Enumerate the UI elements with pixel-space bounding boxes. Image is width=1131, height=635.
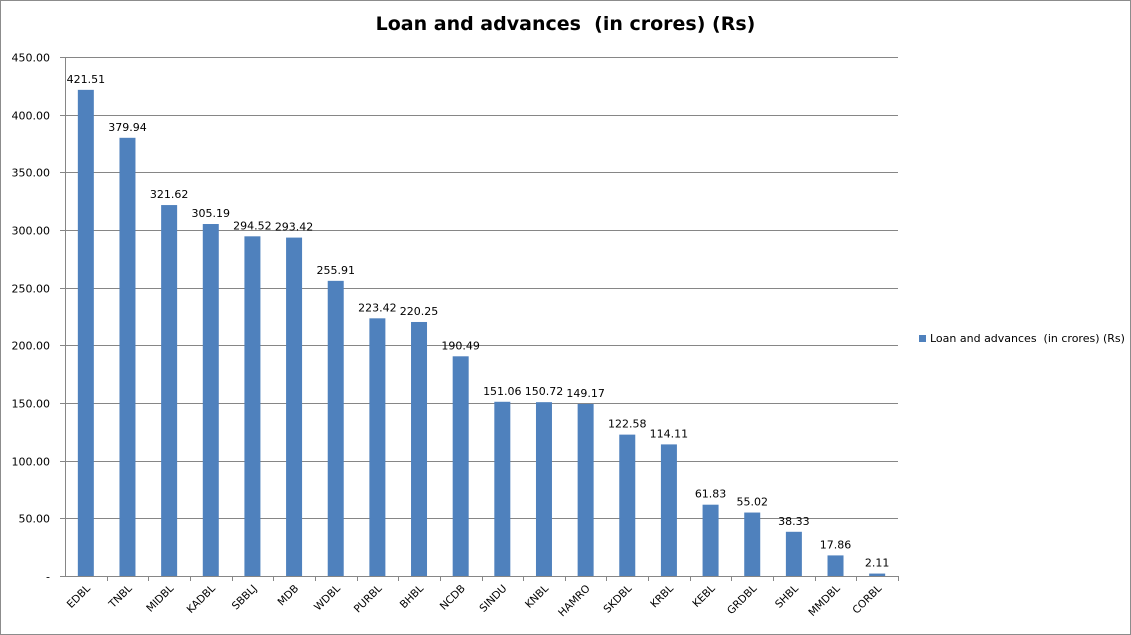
x-tick-label: CORBL (850, 583, 884, 617)
y-tick-label: 50.00 (19, 513, 51, 526)
x-tick-label: NCDB (438, 583, 468, 613)
data-label: 151.06 (483, 385, 522, 398)
gridlines (65, 57, 898, 519)
y-tick-label: - (46, 571, 50, 584)
data-label: 38.33 (778, 515, 810, 528)
bar (702, 504, 719, 576)
data-label: 255.91 (316, 264, 355, 277)
data-label: 294.52 (233, 219, 272, 232)
legend-swatch (919, 335, 926, 342)
x-tick-label: SHBL (773, 583, 801, 611)
bar (494, 401, 511, 576)
bar (327, 280, 344, 576)
y-tick-label: 250.00 (12, 283, 51, 296)
bar (619, 434, 636, 576)
data-label: 114.11 (650, 427, 689, 440)
data-label: 55.02 (736, 496, 768, 509)
x-tick-label: BHBL (398, 583, 426, 611)
bar (577, 403, 594, 576)
bar (161, 205, 178, 576)
bar (535, 402, 552, 576)
data-label: 17.86 (820, 538, 852, 551)
bar (369, 318, 386, 576)
legend: Loan and advances (in crores) (Rs) (919, 332, 1125, 345)
x-tick-label: KADBL (185, 583, 218, 616)
bar (286, 237, 303, 576)
bar (869, 573, 886, 576)
y-tick-label: 400.00 (12, 110, 51, 123)
y-tick-label: 150.00 (12, 398, 51, 411)
y-tick-label: 200.00 (12, 340, 51, 353)
data-label: 150.72 (525, 385, 564, 398)
legend-label: Loan and advances (in crores) (Rs) (930, 332, 1125, 345)
y-tick-labels: - 50.00 100.00 150.00 200.00 250.00 300.00 350.… (12, 52, 51, 584)
bar (785, 531, 802, 576)
bar (660, 444, 677, 576)
x-tick-label: KEBL (690, 583, 717, 610)
x-tick-label: MIDBL (144, 583, 176, 615)
x-tick-label: EDBL (65, 583, 93, 611)
bars (77, 89, 886, 577)
y-tick-label: 450.00 (12, 52, 51, 65)
data-label: 220.25 (400, 305, 439, 318)
bar (452, 356, 469, 576)
bar (77, 89, 94, 577)
data-label: 122.58 (608, 418, 647, 431)
x-tick-label: MDB (275, 583, 301, 609)
x-tick-label: GRDBL (725, 583, 759, 617)
bar (202, 224, 219, 576)
data-label: 61.83 (695, 488, 727, 501)
x-tick-label: MMDBL (806, 583, 842, 619)
x-tick-label: SKDBL (601, 583, 634, 616)
data-label: 2.11 (865, 557, 890, 570)
data-label: 305.19 (192, 207, 231, 220)
y-tick-label: 100.00 (12, 456, 51, 469)
x-tick-label: KRBL (648, 583, 676, 611)
data-label: 421.51 (67, 73, 106, 86)
x-tick-label: PURBL (352, 583, 385, 616)
x-tick-labels: EDBL TNBL MIDBL KADBL SBBLJ MDB WDBL PURBL BHBL N… (65, 583, 885, 620)
x-tick-label: WDBL (312, 583, 343, 614)
data-label: 190.49 (441, 339, 480, 352)
axes (60, 57, 899, 581)
data-label: 149.17 (566, 387, 605, 400)
x-tick-label: HAMRO (556, 583, 593, 620)
data-label: 223.42 (358, 301, 397, 314)
y-tick-label: 300.00 (12, 225, 51, 238)
x-tick-label: KNBL (523, 583, 551, 611)
bar (119, 137, 136, 577)
data-label: 379.94 (108, 121, 147, 134)
bar (827, 555, 844, 576)
data-label: 321.62 (150, 188, 189, 201)
bar (244, 236, 261, 576)
x-tick-label: SBBLJ (230, 583, 260, 613)
chart-title: Loan and advances (in crores) (Rs) (375, 13, 756, 35)
bar (744, 512, 761, 576)
x-tick-label: TNBL (106, 583, 135, 612)
data-label: 293.42 (275, 221, 314, 234)
y-tick-label: 350.00 (12, 167, 51, 180)
x-tick-label: SINDU (477, 583, 509, 615)
bar (411, 321, 428, 576)
